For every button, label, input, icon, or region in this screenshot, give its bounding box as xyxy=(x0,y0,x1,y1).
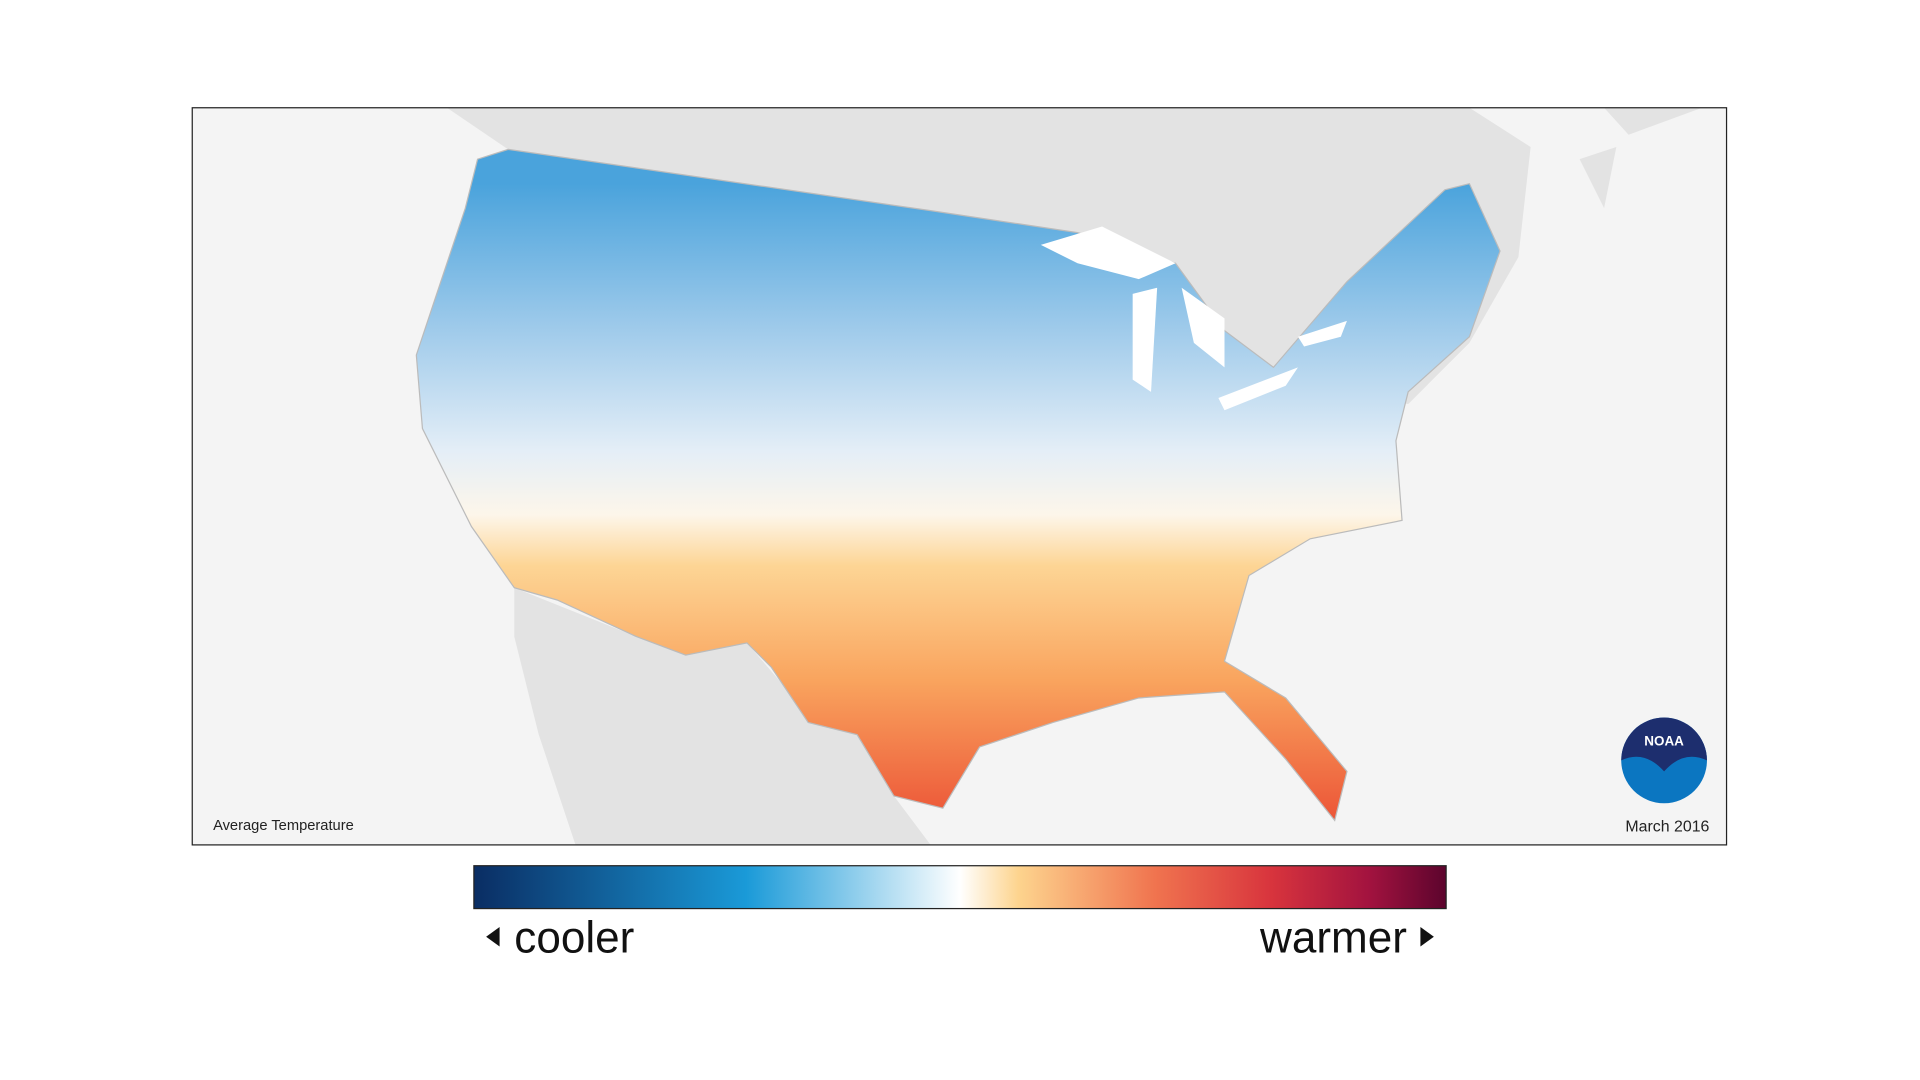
lake-superior xyxy=(1040,226,1176,280)
mexico xyxy=(514,587,931,845)
noaa-logo: NOAA xyxy=(1621,717,1707,804)
lakes-erie-ontario xyxy=(1218,320,1347,411)
color-scale xyxy=(473,865,1447,910)
legend-low: cooler xyxy=(514,914,634,963)
map-date: March 2016 xyxy=(1625,818,1709,835)
map-frame xyxy=(191,107,1728,846)
legend-high: warmer xyxy=(1259,914,1407,963)
canada xyxy=(446,107,1531,405)
logo-text: NOAA xyxy=(1644,734,1684,749)
lake-huron xyxy=(1181,287,1225,368)
usa-temperature xyxy=(415,148,1501,822)
canada-islands xyxy=(1579,107,1703,209)
lake-michigan xyxy=(1132,287,1158,392)
arrow-right xyxy=(1420,926,1434,947)
map-layer: Average Temperature March 2016 NOAA cool… xyxy=(191,107,1728,963)
map-title: Average Temperature xyxy=(213,818,354,834)
arrow-left xyxy=(486,926,500,947)
